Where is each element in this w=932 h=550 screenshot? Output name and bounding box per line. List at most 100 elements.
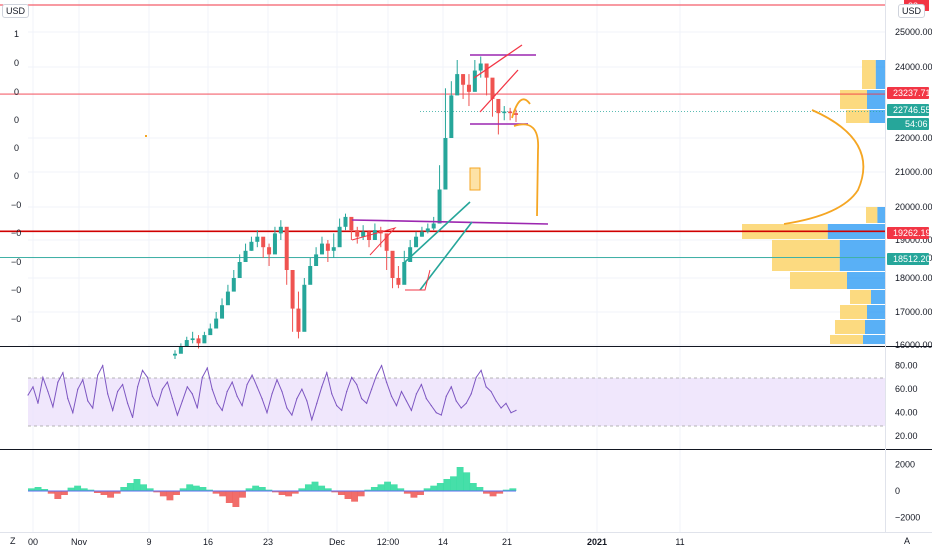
orange-curve-right[interactable] <box>783 109 865 225</box>
left-axis[interactable]: 1 0 0 0 0 0 −0 −0 −0 −0 −0 <box>11 29 21 324</box>
red-triangle-left[interactable] <box>351 227 397 256</box>
rsi-point-94 <box>495 400 497 402</box>
rsi-point-2 <box>37 402 39 404</box>
vp-bar-up-4 <box>850 290 871 304</box>
candle-body-23 <box>308 266 313 285</box>
currency-button-right[interactable]: USD <box>898 4 926 18</box>
rsi-point-7 <box>62 372 64 374</box>
orange-projection-path[interactable] <box>511 98 539 217</box>
osc-bar-56 <box>397 488 405 491</box>
rsi-point-53 <box>291 414 293 416</box>
rsi-point-90 <box>475 376 477 379</box>
rsi-point-14 <box>97 374 99 376</box>
osc-tick-1: 0 <box>895 486 900 496</box>
left-tick-8: −0 <box>11 257 21 267</box>
rsi-point-57 <box>311 419 313 421</box>
grid-lines <box>28 0 885 532</box>
time-tick-1: Nov <box>71 537 88 547</box>
red-wedge-lower[interactable] <box>479 69 519 113</box>
rsi-point-8 <box>67 397 69 400</box>
teal-channel-lower[interactable] <box>419 221 473 291</box>
candle-body-0 <box>173 353 177 356</box>
purple-neck-line[interactable] <box>351 219 549 225</box>
time-tick-5: Dec <box>329 537 346 547</box>
oscillator-axis[interactable]: 2000 0 −2000 <box>895 459 920 522</box>
rsi-point-65 <box>351 376 353 379</box>
rsi-point-87 <box>460 407 462 409</box>
osc-bar-43 <box>311 481 319 491</box>
rsi-point-40 <box>226 390 228 393</box>
rsi-point-33 <box>191 393 193 395</box>
rsi-point-43 <box>241 405 243 407</box>
rsi-point-45 <box>251 374 253 376</box>
rsi-axis[interactable]: 80.00 60.00 40.00 20.00 <box>895 361 918 442</box>
rsi-point-67 <box>361 397 363 400</box>
vp-bar-down-4 <box>871 290 885 304</box>
price-tick-5: 19000.00 <box>895 235 932 245</box>
rsi-point-55 <box>301 388 303 390</box>
rsi-point-38 <box>216 402 218 404</box>
drawing-annotations[interactable] <box>145 44 865 291</box>
vp-bar-down-9 <box>867 90 885 109</box>
time-tick-4: 23 <box>263 537 273 547</box>
rsi-point-70 <box>375 374 378 376</box>
rsi-point-95 <box>500 407 502 409</box>
timezone-label[interactable]: Z <box>10 536 16 546</box>
candle-body-45 <box>437 189 442 224</box>
currency-button-left[interactable]: USD <box>2 4 30 18</box>
rsi-point-32 <box>186 386 188 388</box>
price-axis[interactable]: 25000.00 24000.00 22000.00 21000.00 20000.00… <box>895 27 932 350</box>
candle-body-43 <box>425 228 430 232</box>
candle-body-29 <box>343 216 348 227</box>
osc-bar-47 <box>337 491 345 495</box>
candle-body-6 <box>208 328 213 336</box>
rsi-point-97 <box>510 412 512 414</box>
candle-body-41 <box>414 236 419 248</box>
rsi-tick-2: 40.00 <box>895 408 918 418</box>
vp-bar-up-1 <box>772 240 840 257</box>
projection-box[interactable] <box>469 167 481 191</box>
rsi-point-75 <box>400 390 403 393</box>
candle-body-32 <box>361 231 366 237</box>
osc-bar-48 <box>344 491 352 499</box>
osc-bar-66 <box>463 472 471 491</box>
rsi-point-25 <box>151 395 154 397</box>
left-tick-2: 0 <box>14 87 19 97</box>
rsi-point-51 <box>281 390 283 393</box>
rsi-point-64 <box>346 390 348 393</box>
candle-body-21 <box>296 308 301 332</box>
candle-body-25 <box>319 243 324 255</box>
osc-bar-15 <box>126 483 134 491</box>
rsi-point-15 <box>102 365 104 367</box>
osc-bar-42 <box>304 484 312 491</box>
rsi-point-84 <box>445 395 447 397</box>
red-wedge-upper[interactable] <box>473 44 523 79</box>
time-tick-0: 00 <box>28 537 38 547</box>
osc-bar-4 <box>54 491 62 499</box>
teal-channel-upper[interactable] <box>404 201 471 263</box>
candle-body-57 <box>508 111 513 114</box>
auto-scale-button[interactable]: A <box>904 536 911 546</box>
red-triangle-right[interactable] <box>405 269 431 291</box>
rsi-point-23 <box>141 369 144 371</box>
price-tick-0: 25000.00 <box>895 27 932 37</box>
rsi-point-66 <box>356 383 358 386</box>
osc-bar-24 <box>186 484 194 491</box>
rsi-point-18 <box>117 390 119 393</box>
osc-bar-61 <box>430 485 438 491</box>
osc-bar-0 <box>28 488 35 491</box>
rsi-point-5 <box>52 406 54 408</box>
candle-body-20 <box>290 270 295 309</box>
time-axis[interactable]: 00 Nov 9 16 23 Dec 12:00 14 21 2021 11 <box>28 537 685 547</box>
rsi-point-42 <box>236 395 238 397</box>
rsi-point-31 <box>181 400 183 402</box>
osc-bar-26 <box>199 487 207 491</box>
vp-bar-down-1 <box>839 240 885 257</box>
osc-bar-57 <box>403 491 411 494</box>
osc-bar-73 <box>509 488 517 491</box>
rsi-point-1 <box>32 386 34 388</box>
osc-tick-2: −2000 <box>895 513 920 523</box>
candle-body-17 <box>272 233 277 255</box>
rsi-tick-0: 80.00 <box>895 361 918 371</box>
